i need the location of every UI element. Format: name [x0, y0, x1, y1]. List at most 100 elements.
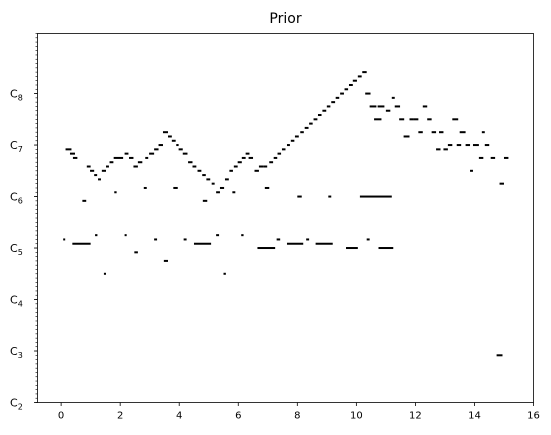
- y-tick-octave: 7: [18, 145, 23, 154]
- chart-title: Prior: [269, 11, 301, 27]
- note-mark: [90, 170, 94, 172]
- note-mark: [234, 166, 238, 168]
- note-mark: [353, 80, 357, 82]
- note-mark: [104, 273, 106, 275]
- note-mark: [94, 174, 97, 176]
- note-mark: [269, 161, 273, 163]
- note-mark: [133, 166, 137, 168]
- note-mark: [70, 153, 75, 155]
- note-mark: [102, 170, 106, 172]
- note-mark: [110, 161, 114, 163]
- note-mark: [306, 238, 309, 240]
- note-mark: [82, 200, 86, 202]
- note-mark: [386, 110, 390, 112]
- note-mark: [106, 166, 109, 168]
- note-mark: [184, 238, 187, 240]
- note-mark: [443, 148, 447, 150]
- note-mark: [216, 234, 219, 236]
- note-mark: [173, 187, 177, 189]
- note-mark: [457, 144, 461, 146]
- note-mark: [365, 93, 370, 95]
- note-mark: [287, 144, 290, 146]
- note-mark: [134, 251, 138, 253]
- note-mark: [229, 170, 233, 172]
- note-mark: [485, 144, 489, 146]
- y-tick-octave: 6: [18, 197, 23, 206]
- note-mark: [367, 238, 370, 240]
- note-mark: [331, 101, 335, 103]
- y-tick-octave: 3: [18, 351, 23, 360]
- note-mark: [277, 238, 281, 240]
- note-mark: [198, 170, 202, 172]
- note-mark: [114, 157, 123, 159]
- note-mark: [274, 157, 278, 159]
- note-mark: [238, 161, 242, 163]
- note-mark: [193, 166, 197, 168]
- note-mark: [404, 135, 410, 137]
- note-mark: [154, 238, 157, 240]
- y-tick-octave: 5: [18, 248, 23, 257]
- note-mark: [176, 144, 178, 146]
- note-mark: [360, 196, 392, 198]
- note-mark: [395, 105, 400, 107]
- note-mark: [183, 153, 188, 155]
- note-mark: [95, 234, 97, 236]
- note-mark: [255, 170, 259, 172]
- note-mark: [309, 123, 313, 125]
- note-mark: [98, 178, 101, 180]
- note-mark: [194, 243, 211, 245]
- note-mark: [500, 183, 504, 185]
- note-mark: [482, 131, 485, 133]
- y-tick-octave: 2: [18, 403, 23, 412]
- note-mark: [345, 88, 349, 90]
- y-tick-octave: 4: [18, 300, 23, 309]
- note-mark: [72, 243, 90, 245]
- note-mark: [291, 140, 295, 142]
- note-mark: [378, 105, 385, 107]
- x-tick-label: 12: [409, 411, 422, 422]
- x-tick-label: 8: [294, 411, 300, 422]
- note-mark: [316, 243, 333, 245]
- x-tick-label: 14: [468, 411, 481, 422]
- y-tick-octave: 8: [18, 94, 23, 103]
- note-mark: [423, 105, 427, 107]
- note-mark: [336, 97, 340, 99]
- note-mark: [362, 71, 366, 73]
- note-mark: [63, 238, 65, 240]
- x-tick-label: 10: [350, 411, 363, 422]
- note-mark: [129, 157, 133, 159]
- note-mark: [249, 157, 253, 159]
- note-mark: [427, 118, 431, 120]
- note-mark: [159, 144, 163, 146]
- note-mark: [257, 247, 275, 249]
- note-mark: [399, 118, 404, 120]
- note-mark: [460, 131, 466, 133]
- note-mark: [224, 273, 226, 275]
- note-mark: [125, 153, 129, 155]
- note-mark: [295, 135, 299, 137]
- note-mark: [452, 118, 458, 120]
- note-mark: [322, 110, 326, 112]
- note-mark: [448, 144, 452, 146]
- note-mark: [203, 200, 207, 202]
- note-mark: [466, 144, 470, 146]
- note-mark: [318, 114, 322, 116]
- note-mark: [370, 105, 377, 107]
- note-mark: [379, 247, 394, 249]
- x-tick-label: 4: [176, 411, 182, 422]
- note-mark: [259, 166, 263, 168]
- note-mark: [314, 118, 318, 120]
- note-mark: [225, 178, 229, 180]
- note-mark: [473, 144, 479, 146]
- note-mark: [125, 234, 127, 236]
- note-mark: [470, 170, 473, 172]
- note-mark: [374, 118, 381, 120]
- x-tick-label: 6: [235, 411, 241, 422]
- note-mark: [263, 166, 267, 168]
- note-mark: [220, 187, 224, 189]
- note-mark: [241, 234, 243, 236]
- note-mark: [278, 153, 282, 155]
- x-tick-label: 2: [117, 411, 123, 422]
- x-tick-label: 16: [527, 411, 540, 422]
